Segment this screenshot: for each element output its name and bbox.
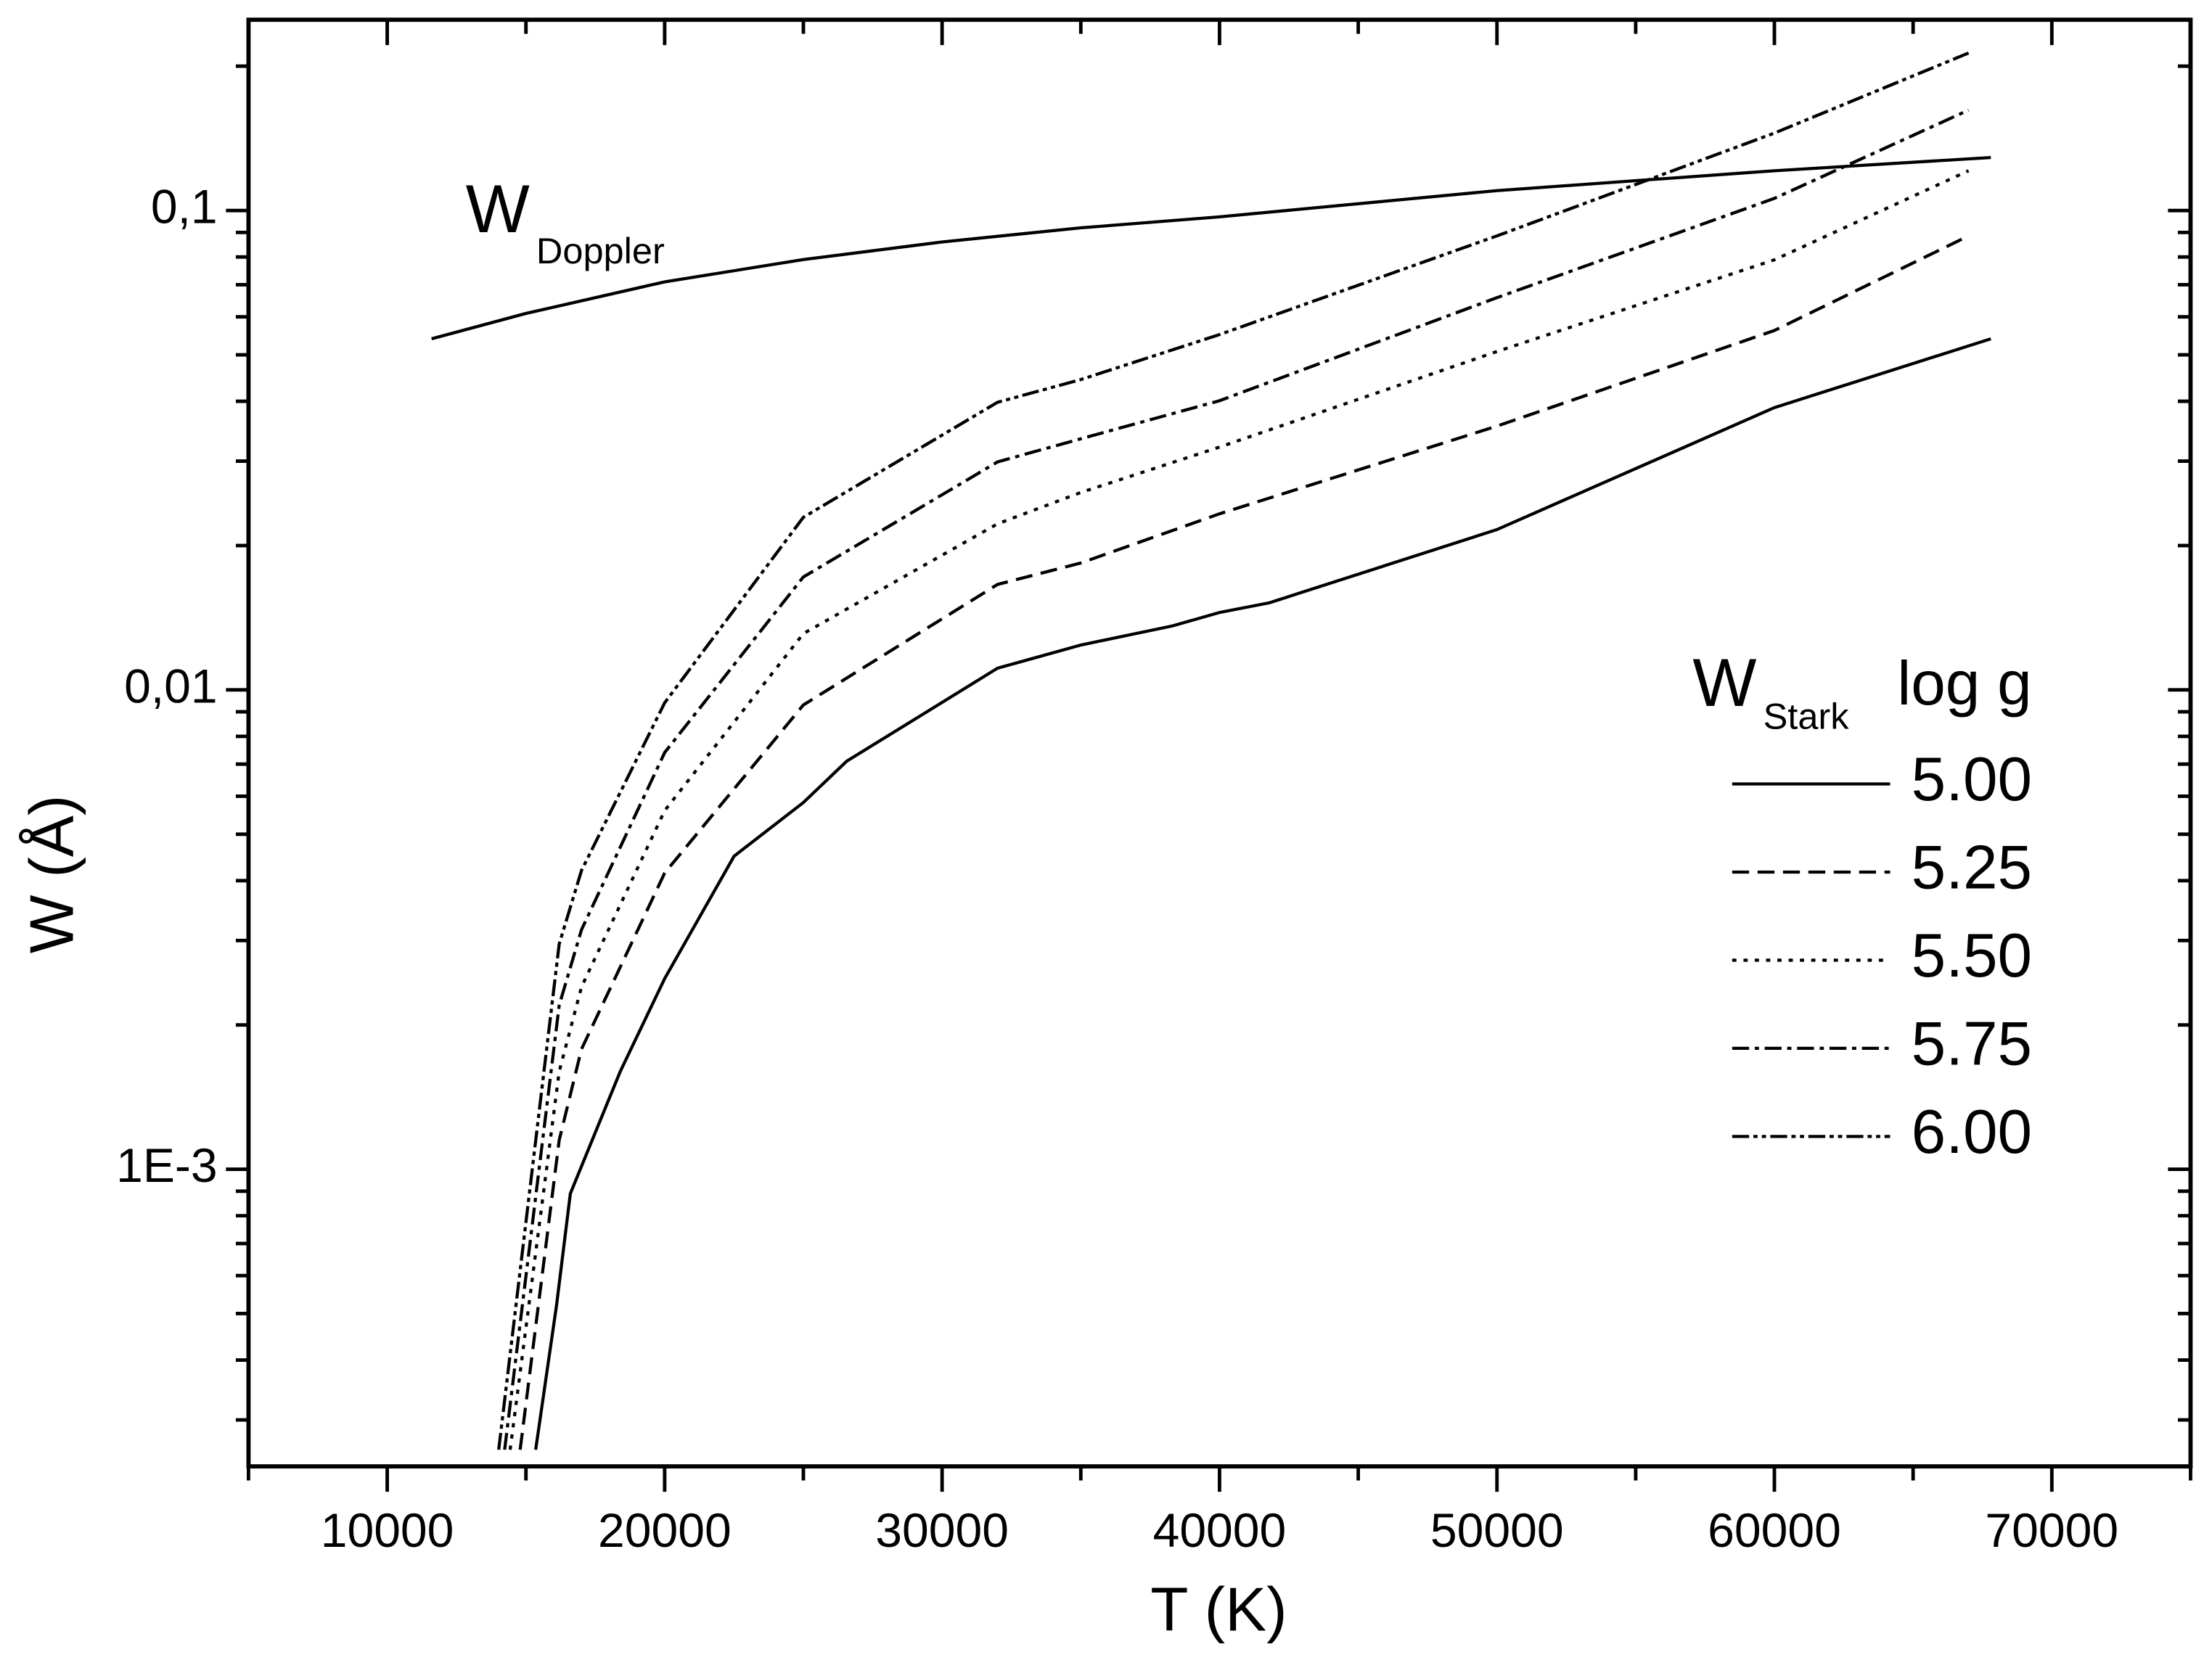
legend-title-subscript: Stark — [1764, 695, 1850, 736]
x-tick-label: 70000 — [1985, 1504, 2118, 1558]
stark-line — [533, 337, 1991, 1450]
x-tick-label: 60000 — [1708, 1504, 1841, 1558]
y-axis-label: W (Å) — [18, 795, 87, 953]
y-tick-label: 0,01 — [124, 660, 218, 713]
x-tick-label: 30000 — [875, 1504, 1009, 1558]
legend-label: 6.00 — [1912, 1098, 2032, 1167]
legend-label: 5.50 — [1912, 921, 2032, 990]
doppler-label: W — [466, 171, 530, 247]
x-tick-label: 50000 — [1430, 1504, 1564, 1558]
legend-label: 5.75 — [1912, 1009, 2032, 1078]
legend-label: 5.25 — [1912, 834, 2032, 903]
x-axis-label: T (K) — [1150, 1576, 1287, 1645]
stark-line — [508, 169, 1970, 1450]
doppler-subscript: Doppler — [536, 230, 665, 271]
doppler-line — [431, 155, 1991, 341]
stark-line — [497, 52, 1970, 1450]
stark-line — [503, 108, 1970, 1450]
stark-line — [518, 234, 1970, 1450]
x-tick-label: 20000 — [598, 1504, 732, 1558]
y-tick-label: 1E-3 — [116, 1139, 218, 1193]
legend-label: 5.00 — [1912, 745, 2032, 814]
y-tick-label: 0,1 — [151, 181, 218, 234]
x-tick-label: 10000 — [321, 1504, 454, 1558]
legend-title: W — [1692, 645, 1756, 720]
x-tick-label: 40000 — [1153, 1504, 1287, 1558]
legend-param: log g — [1897, 649, 2031, 718]
